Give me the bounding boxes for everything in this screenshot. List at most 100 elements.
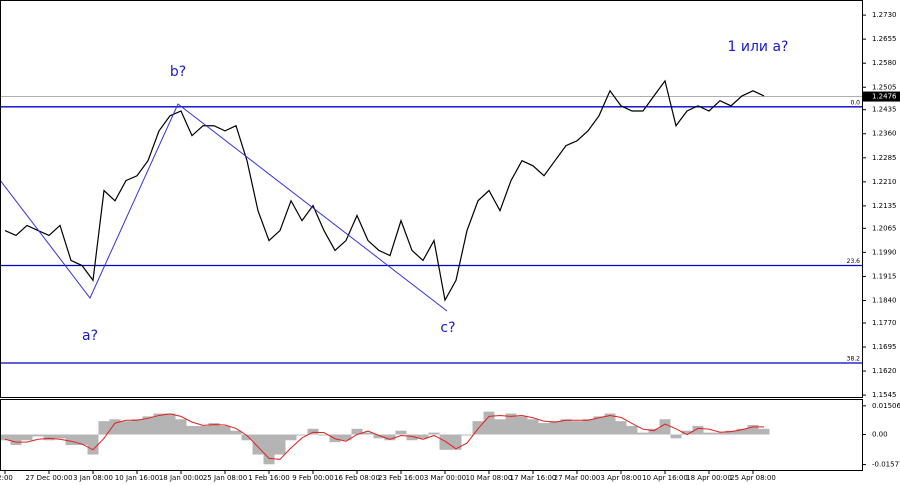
x-tick-label: 1 Feb 16:00 — [248, 474, 289, 482]
histogram-bar — [76, 434, 88, 446]
y-tick-label: 1.2210 — [872, 178, 897, 186]
y-tick-label: 1.1770 — [872, 319, 897, 327]
histogram-bar — [285, 434, 297, 441]
histogram-bar — [0, 434, 11, 441]
x-tick-label: 18 Jan 00:00 — [159, 474, 203, 482]
last-price-box — [863, 91, 900, 102]
histogram-bar — [252, 434, 264, 455]
wave-annotation: c? — [440, 320, 455, 336]
histogram-bar — [582, 419, 594, 435]
histogram-bar — [10, 434, 22, 446]
histogram-bar — [637, 432, 649, 435]
histogram-bar — [659, 419, 671, 435]
x-tick-label: 3 Jan 08:00 — [73, 474, 113, 482]
histogram-bar — [164, 413, 176, 435]
y-tick-label: 1.2730 — [872, 11, 897, 19]
x-tick-label: 9 Feb 00:00 — [292, 474, 333, 482]
x-tick-label: 10 Jan 16:00 — [115, 474, 159, 482]
histogram-bar — [758, 428, 770, 435]
level-label: 0.0 — [850, 99, 860, 106]
y-tick-label: 0.00 — [872, 431, 888, 439]
histogram-bar — [307, 428, 319, 435]
histogram-bar — [461, 434, 473, 436]
histogram-bar — [593, 416, 605, 435]
histogram-bar — [340, 434, 352, 441]
x-tick-label: 23 Feb 16:00 — [378, 474, 424, 482]
histogram-bar — [494, 419, 506, 435]
signal-line — [4, 413, 764, 460]
x-tick-label: 27 Dec 00:00 — [25, 474, 72, 482]
histogram-bar — [472, 421, 484, 435]
histogram-bar — [263, 434, 275, 465]
histogram-bar — [538, 423, 550, 435]
histogram-bar — [98, 421, 110, 435]
histogram-bar — [725, 430, 737, 435]
y-tick-label: 1.1915 — [872, 272, 897, 280]
histogram-bar — [219, 425, 231, 435]
histogram-bar — [230, 430, 242, 435]
histogram-bar — [681, 430, 693, 435]
histogram-bar — [197, 425, 209, 435]
x-tick-label: 25 Apr 08:00 — [730, 474, 776, 482]
histogram-bar — [208, 423, 220, 435]
y-tick-label: 1.2435 — [872, 106, 897, 114]
histogram-bar — [747, 424, 759, 435]
x-tick-label: 25 Jan 08:00 — [203, 474, 247, 482]
histogram-bar — [417, 434, 429, 439]
x-tick-label: 16 Feb 08:00 — [334, 474, 380, 482]
histogram-bar — [703, 432, 715, 435]
histogram-bar — [109, 419, 121, 435]
histogram-bar — [87, 434, 99, 455]
histogram-bar — [120, 421, 132, 435]
histogram-bar — [450, 434, 462, 450]
x-tick-label: 27 Mar 00:00 — [554, 474, 601, 482]
histogram-bar — [549, 421, 561, 435]
histogram-bar — [395, 430, 407, 435]
histogram-bar — [54, 434, 66, 439]
wave-annotation: a? — [82, 328, 98, 344]
y-tick-label: 1.2065 — [872, 224, 897, 232]
x-tick-label: 3 Apr 08:00 — [600, 474, 641, 482]
histogram-bar — [406, 434, 418, 441]
histogram-bar — [384, 434, 396, 441]
x-tick-label: 3 Mar 00:00 — [424, 474, 466, 482]
wave-annotation: 1 или a? — [728, 39, 789, 55]
histogram-bar — [527, 419, 539, 435]
level-label: 38.2 — [847, 356, 861, 363]
histogram-bar — [571, 421, 583, 435]
histogram-bar — [516, 416, 528, 435]
x-tick-label: 18 Apr 00:00 — [686, 474, 732, 482]
histogram-bar — [714, 432, 726, 435]
price-frame — [0, 0, 863, 398]
histogram-bar — [736, 428, 748, 435]
price-panel: 1.2730 1.2655 1.2580 1.2505 1.2435 1.2360 1.22… — [0, 11, 900, 399]
wave-lines — [0, 103, 448, 312]
histogram-bar — [318, 434, 330, 436]
y-tick-label: 1.1840 — [872, 296, 897, 304]
level-label: 23.6 — [847, 258, 861, 265]
histogram-bar — [186, 425, 198, 435]
y-tick-label: 1.2135 — [872, 202, 897, 210]
histogram-bar — [626, 425, 638, 435]
histogram-bar — [373, 434, 385, 439]
histogram-bar — [615, 421, 627, 435]
y-tick-label: 1.2655 — [872, 35, 897, 43]
histogram-bar — [692, 425, 704, 435]
y-tick-label: 1.1695 — [872, 343, 897, 351]
x-tick-label: 10 Apr 16:00 — [642, 474, 688, 482]
wave-annotation: b? — [170, 64, 186, 80]
histogram-bar — [648, 428, 660, 435]
histogram-bar — [32, 434, 44, 437]
y-tick-label: -0.01577 — [872, 461, 900, 469]
histogram-bar — [131, 419, 143, 435]
oscillator-frame — [0, 399, 863, 471]
histogram-bar — [274, 434, 286, 455]
histogram-bar — [362, 432, 374, 435]
x-tick-label: 17 Mar 16:00 — [510, 474, 557, 482]
histogram-bar — [670, 434, 682, 439]
histogram-bar — [604, 413, 616, 435]
oscillator-panel: 0.01506 0.00 -0.01577 — [0, 402, 900, 469]
histogram-bar — [175, 419, 187, 435]
